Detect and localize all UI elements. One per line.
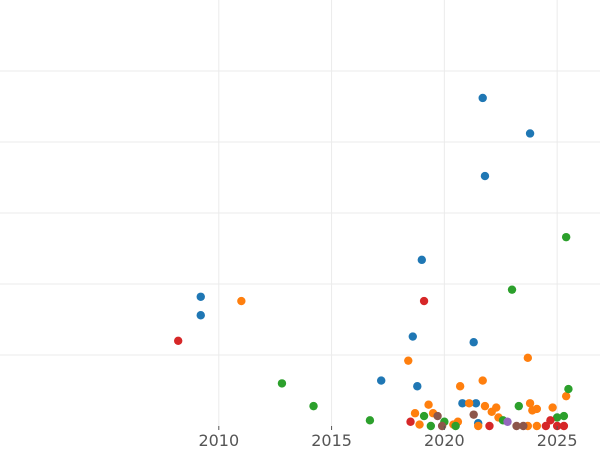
series-orange-point [523, 353, 533, 363]
x-tick-label: 2025 [537, 431, 578, 450]
series-orange-point [525, 399, 535, 408]
series-orange-point [424, 400, 433, 409]
series-orange-point [492, 403, 501, 412]
series-orange-point [473, 421, 483, 431]
series-blue-point [458, 399, 467, 408]
series-green-point [564, 384, 573, 394]
series-orange-point [561, 391, 571, 401]
series-green-point [559, 411, 569, 421]
series-blue-point [196, 292, 205, 301]
series-red-point [485, 421, 494, 431]
series-brown-point [512, 421, 521, 431]
points-layer [173, 93, 573, 431]
x-tick-label: 2020 [424, 431, 465, 450]
series-orange-point [404, 356, 413, 365]
series-orange-point [548, 403, 557, 412]
series-orange-point [478, 376, 487, 385]
series-green-point [561, 232, 571, 242]
series-blue-point [471, 399, 481, 408]
series-blue-point [480, 171, 490, 181]
series-red-point [541, 421, 551, 431]
series-orange-point [410, 409, 420, 418]
series-green-point [552, 413, 562, 422]
series-red-point [173, 336, 183, 345]
series-red-point [559, 421, 569, 431]
series-blue-point [469, 338, 478, 347]
series-orange-point [464, 399, 474, 408]
series-orange-point [237, 296, 246, 306]
series-blue-point [417, 255, 427, 265]
series-green-point [514, 401, 523, 411]
series-orange-point [532, 404, 542, 414]
series-blue-point [413, 382, 422, 391]
series-orange-point [415, 420, 424, 429]
x-tick-label: 2010 [198, 431, 239, 450]
series-brown-point [433, 411, 442, 421]
series-red-point [419, 296, 429, 306]
series-blue-point [377, 376, 386, 385]
x-tick-label: 2015 [311, 431, 352, 450]
series-green-point [419, 411, 429, 421]
series-blue-point [478, 93, 487, 103]
series-green-point [365, 416, 375, 425]
series-green-point [451, 421, 460, 431]
series-green-point [277, 379, 287, 388]
grid-layer [0, 0, 600, 426]
series-brown-point [469, 410, 478, 419]
series-orange-point [532, 421, 542, 431]
series-blue-point [196, 311, 205, 320]
series-orange-point [455, 382, 465, 391]
series-brown-point [437, 421, 447, 431]
series-green-point [507, 285, 517, 294]
series-blue-point [408, 332, 417, 341]
series-brown-point [519, 421, 528, 431]
series-purple-point [503, 417, 512, 426]
series-orange-point [480, 401, 490, 411]
series-red-point [546, 416, 555, 425]
x-axis: 2010 2015 2020 2025 [198, 426, 578, 450]
series-blue-point [525, 129, 535, 138]
series-red-point [406, 417, 415, 426]
series-green-point [309, 401, 318, 411]
series-green-point [426, 421, 436, 431]
